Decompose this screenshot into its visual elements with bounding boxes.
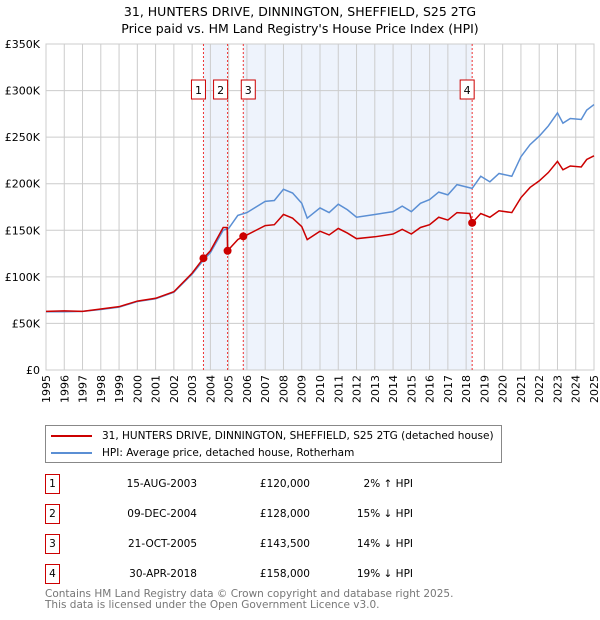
- y-tick-label: £300K: [5, 85, 41, 98]
- sale-hpi-diff: 2% ↑ HPI: [363, 478, 413, 490]
- x-tick-label: 2021: [515, 375, 528, 403]
- x-tick-label: 2015: [405, 375, 418, 403]
- y-tick-label: £0: [26, 364, 40, 377]
- chart-subtitle: Price paid vs. HM Land Registry's House …: [121, 21, 479, 36]
- footer-licence: This data is licensed under the Open Gov…: [45, 599, 380, 611]
- x-tick-label: 2024: [570, 375, 583, 403]
- x-tick-label: 2019: [478, 375, 491, 403]
- legend: 31, HUNTERS DRIVE, DINNINGTON, SHEFFIELD…: [45, 425, 502, 463]
- x-tick-label: 2018: [460, 375, 473, 403]
- legend-swatch-hpi: [51, 452, 92, 454]
- sale-label-box: [459, 79, 475, 100]
- footer-copyright: Contains HM Land Registry data © Crown c…: [45, 588, 454, 600]
- sale-price: £143,500: [259, 538, 310, 550]
- footer: Contains HM Land Registry data © Crown c…: [45, 589, 453, 611]
- sale-date: 21-OCT-2005: [128, 538, 197, 550]
- x-tick-label: 2008: [277, 375, 290, 403]
- sale-row: 3 21-OCT-2005 £143,500 14% ↓ HPI: [45, 534, 445, 555]
- x-tick-label: 2016: [424, 375, 437, 403]
- x-tick-label: 2014: [387, 375, 400, 403]
- sale-date: 30-APR-2018: [129, 568, 197, 580]
- x-tick-label: 2013: [369, 375, 382, 403]
- x-tick-label: 1999: [113, 375, 126, 403]
- sale-date: 15-AUG-2003: [126, 478, 197, 490]
- x-tick-label: 2017: [442, 375, 455, 403]
- plot-border: [45, 43, 595, 371]
- x-tick-label: 2010: [314, 375, 327, 403]
- x-tick-label: 2009: [296, 375, 309, 403]
- x-tick-label: 2002: [168, 375, 181, 403]
- sale-hpi-diff: 14% ↓ HPI: [356, 538, 413, 550]
- x-tick-label: 2025: [588, 375, 600, 403]
- sale-label: 1: [195, 84, 202, 97]
- sale-label-box: [190, 79, 206, 100]
- sale-point: [468, 218, 477, 227]
- sale-point: [199, 254, 208, 263]
- sale-label-box: [240, 79, 256, 100]
- sale-number-badge: 4: [45, 564, 60, 584]
- y-tick-label: £250K: [5, 131, 41, 144]
- x-tick-label: 1998: [95, 375, 108, 403]
- legend-label-property: 31, HUNTERS DRIVE, DINNINGTON, SHEFFIELD…: [102, 430, 494, 442]
- shaded-range: [243, 44, 473, 370]
- chart-title: 31, HUNTERS DRIVE, DINNINGTON, SHEFFIELD…: [123, 4, 477, 19]
- y-tick-label: £100K: [5, 271, 41, 284]
- sale-hpi-diff: 19% ↓ HPI: [356, 568, 413, 580]
- x-tick-label: 2000: [131, 375, 144, 403]
- property-price-line: [45, 155, 595, 313]
- sale-label: 2: [217, 84, 224, 97]
- y-tick-label: £200K: [5, 178, 41, 191]
- sale-row: 1 15-AUG-2003 £120,000 2% ↑ HPI: [45, 474, 445, 495]
- sale-price: £120,000: [259, 478, 310, 490]
- sale-number-badge: 3: [45, 534, 60, 554]
- y-tick-label: £50K: [12, 317, 41, 330]
- sale-point: [239, 232, 248, 241]
- x-tick-label: 1996: [58, 375, 71, 403]
- sale-number-badge: 2: [45, 504, 60, 524]
- x-tick-label: 2022: [533, 375, 546, 403]
- sale-point: [223, 246, 232, 255]
- x-tick-label: 2001: [150, 375, 163, 403]
- y-tick-label: £150K: [5, 224, 41, 237]
- sale-row: 4 30-APR-2018 £158,000 19% ↓ HPI: [45, 564, 445, 585]
- x-tick-label: 2006: [241, 375, 254, 403]
- x-tick-label: 1995: [40, 375, 53, 403]
- plot-area: 1995 1996 1997 1998 1999 2000 2001 2002 2003 2004…: [5, 38, 600, 403]
- sale-date: 09-DEC-2004: [127, 508, 197, 520]
- legend-label-hpi: HPI: Average price, detached house, Roth…: [102, 447, 355, 459]
- x-tick-label: 2012: [351, 375, 364, 403]
- sale-label: 4: [464, 84, 471, 97]
- x-tick-label: 2005: [223, 375, 236, 403]
- y-tick-label: £350K: [5, 38, 41, 51]
- legend-swatch-property: [51, 435, 92, 437]
- sale-label-box: [213, 79, 229, 100]
- x-tick-label: 2023: [551, 375, 564, 403]
- sale-price: £158,000: [259, 568, 310, 580]
- x-tick-label: 2004: [204, 375, 217, 403]
- x-tick-label: 2007: [259, 375, 272, 403]
- x-tick-label: 2011: [332, 375, 345, 403]
- sale-price: £128,000: [259, 508, 310, 520]
- x-tick-label: 1997: [77, 375, 90, 403]
- x-tick-label: 2003: [186, 375, 199, 403]
- sale-hpi-diff: 15% ↓ HPI: [356, 508, 413, 520]
- sale-label: 3: [245, 84, 252, 97]
- sale-row: 2 09-DEC-2004 £128,000 15% ↓ HPI: [45, 504, 445, 525]
- x-tick-label: 2020: [497, 375, 510, 403]
- sale-number-badge: 1: [45, 474, 60, 494]
